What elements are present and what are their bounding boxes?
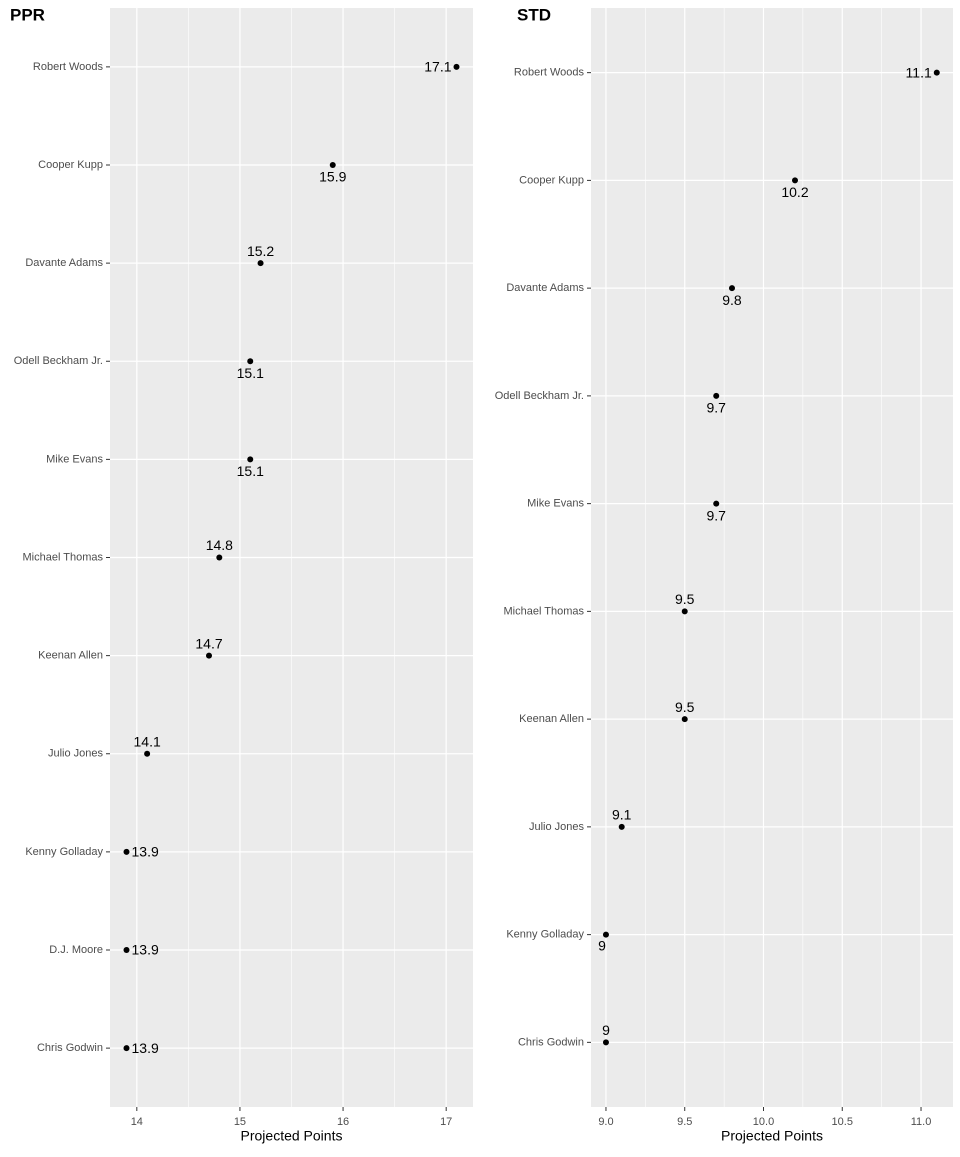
dot — [453, 63, 460, 70]
y-tick-label: Julio Jones — [48, 748, 104, 760]
x-tick-label: 15 — [234, 1116, 246, 1128]
dot — [618, 823, 625, 830]
value-label: 17.1 — [424, 59, 451, 75]
dot — [206, 652, 212, 659]
value-label: 9.5 — [675, 591, 695, 607]
dot — [247, 456, 254, 463]
dot — [791, 177, 798, 184]
y-tick-label: Keenan Allen — [38, 650, 103, 662]
dot — [713, 392, 720, 399]
y-tick-label: Odell Beckham Jr. — [495, 390, 584, 402]
y-tick-label: Odell Beckham Jr. — [14, 355, 103, 367]
value-label: 9.1 — [612, 807, 632, 823]
dot — [329, 162, 336, 168]
dot — [602, 931, 609, 938]
y-tick-label: Chris Godwin — [37, 1042, 103, 1054]
dot — [602, 1039, 609, 1046]
value-label: 9.7 — [707, 507, 727, 523]
dot — [247, 358, 254, 365]
y-tick-label: Kenny Golladay — [506, 929, 584, 941]
value-label: 13.9 — [132, 942, 159, 958]
y-tick-label: Davante Adams — [25, 257, 103, 269]
y-tick-label: Davante Adams — [506, 282, 584, 294]
x-tick-label: 16 — [337, 1116, 349, 1128]
y-tick-label: Mike Evans — [527, 498, 584, 510]
x-tick-label: 17 — [440, 1116, 452, 1128]
value-label: 9 — [598, 937, 606, 953]
x-tick-label: 14 — [131, 1116, 143, 1128]
value-label: 9.5 — [675, 699, 695, 715]
x-tick-label: 10.5 — [832, 1116, 853, 1128]
value-label: 14.8 — [206, 537, 233, 553]
dot — [144, 750, 151, 757]
value-label: 14.7 — [195, 635, 222, 651]
x-tick-label: 10.0 — [753, 1116, 774, 1128]
dot — [681, 608, 688, 615]
value-label: 15.1 — [237, 463, 264, 479]
value-label: 14.1 — [134, 733, 161, 749]
value-label: 15.1 — [237, 365, 264, 381]
x-tick-label: 9.5 — [677, 1116, 692, 1128]
value-label: 13.9 — [132, 844, 159, 860]
y-tick-label: Michael Thomas — [23, 551, 104, 563]
dot — [216, 554, 223, 561]
dot — [933, 69, 940, 76]
value-label: 15.9 — [319, 169, 346, 185]
value-label: 11.1 — [906, 64, 932, 80]
y-tick-label: Kenny Golladay — [25, 846, 103, 858]
x-axis-label: Projected Points — [721, 1128, 823, 1144]
dot — [123, 1045, 130, 1052]
y-tick-label: D.J. Moore — [49, 944, 103, 956]
y-tick-label: Cooper Kupp — [38, 159, 103, 171]
y-tick-label: Robert Woods — [514, 67, 585, 79]
dot — [257, 260, 264, 267]
y-tick-label: Chris Godwin — [518, 1036, 584, 1048]
value-label: 9.8 — [722, 292, 742, 308]
dot — [123, 848, 130, 855]
dot — [123, 947, 130, 953]
dot — [713, 500, 720, 507]
value-label: 9.7 — [707, 400, 727, 416]
dot — [681, 716, 688, 723]
value-label: 10.2 — [781, 184, 808, 200]
y-tick-label: Keenan Allen — [519, 713, 584, 725]
y-tick-label: Julio Jones — [529, 821, 585, 833]
x-tick-label: 9.0 — [598, 1116, 613, 1128]
y-tick-label: Robert Woods — [33, 61, 104, 73]
dot — [728, 285, 735, 292]
value-label: 15.2 — [247, 243, 274, 259]
chart-title: STD — [517, 5, 551, 24]
y-tick-label: Michael Thomas — [504, 605, 585, 617]
value-label: 13.9 — [132, 1040, 159, 1056]
x-tick-label: 11.0 — [911, 1116, 932, 1128]
y-tick-label: Mike Evans — [46, 453, 103, 465]
x-axis-label: Projected Points — [241, 1128, 343, 1144]
panel — [591, 8, 953, 1107]
y-tick-label: Cooper Kupp — [519, 174, 584, 186]
value-label: 9 — [602, 1022, 610, 1038]
chart-title: PPR — [10, 5, 45, 24]
